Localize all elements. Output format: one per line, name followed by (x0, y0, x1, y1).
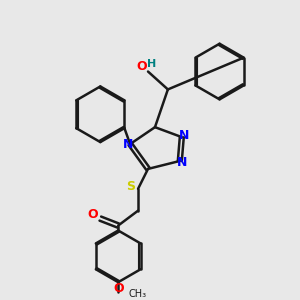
Text: CH₃: CH₃ (128, 289, 146, 299)
Text: O: O (137, 60, 147, 73)
Text: O: O (87, 208, 98, 221)
Text: O: O (113, 282, 124, 295)
Text: S: S (126, 180, 135, 193)
Text: N: N (177, 157, 187, 169)
Text: N: N (123, 138, 133, 151)
Text: H: H (147, 58, 157, 69)
Text: N: N (178, 129, 189, 142)
